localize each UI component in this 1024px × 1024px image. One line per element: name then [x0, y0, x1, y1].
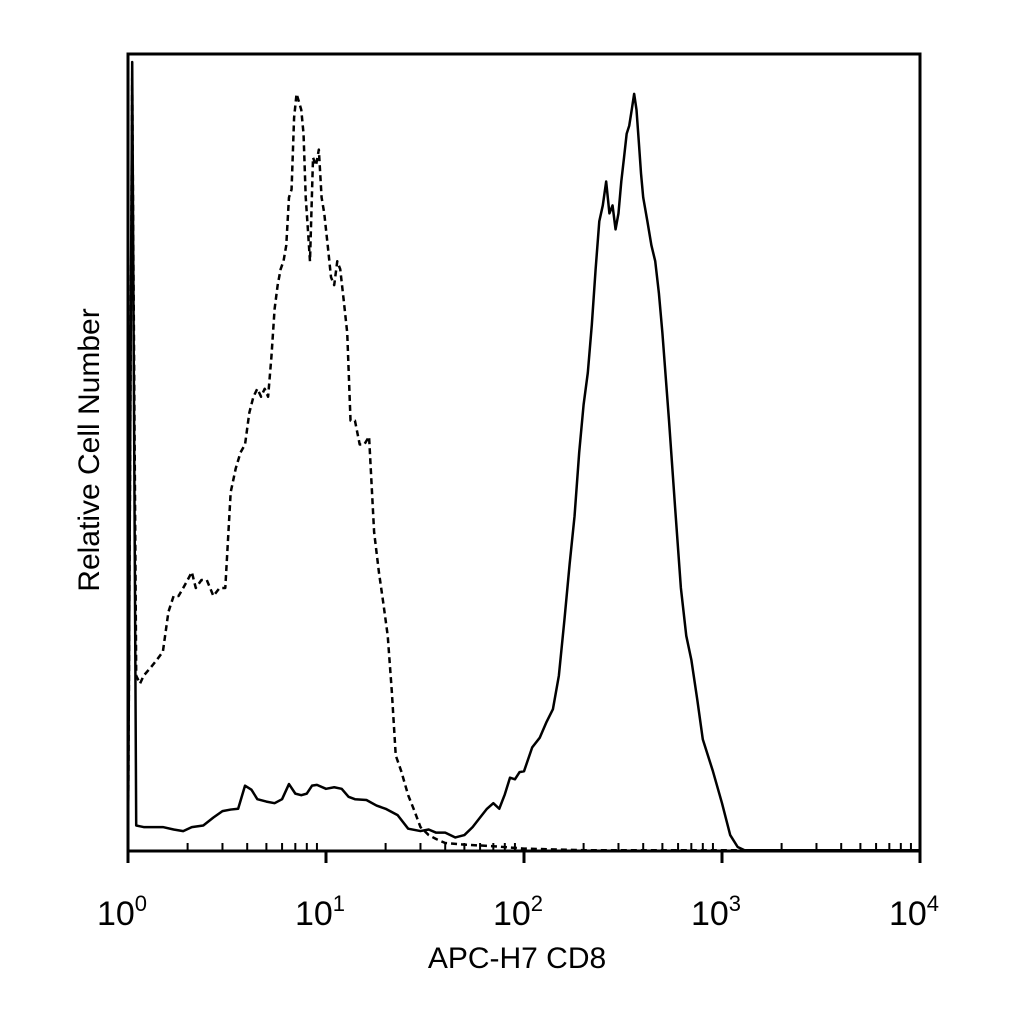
x-tick-label: 104 [889, 891, 939, 933]
series-layer [126, 60, 920, 852]
plot-frame [126, 52, 922, 853]
x-tick-label: 103 [691, 891, 741, 933]
y-axis-title: Relative Cell Number [73, 308, 106, 591]
x-tick-labels: 100 101 102 103 104 [97, 891, 939, 933]
series-line-dashed [126, 76, 920, 852]
x-tick-label: 101 [295, 891, 345, 933]
x-major-ticks [126, 851, 922, 863]
x-axis-title: APC-H7 CD8 [428, 942, 606, 975]
series-line-solid [126, 60, 920, 852]
x-tick-label: 102 [493, 891, 543, 933]
x-tick-label: 100 [97, 891, 147, 933]
